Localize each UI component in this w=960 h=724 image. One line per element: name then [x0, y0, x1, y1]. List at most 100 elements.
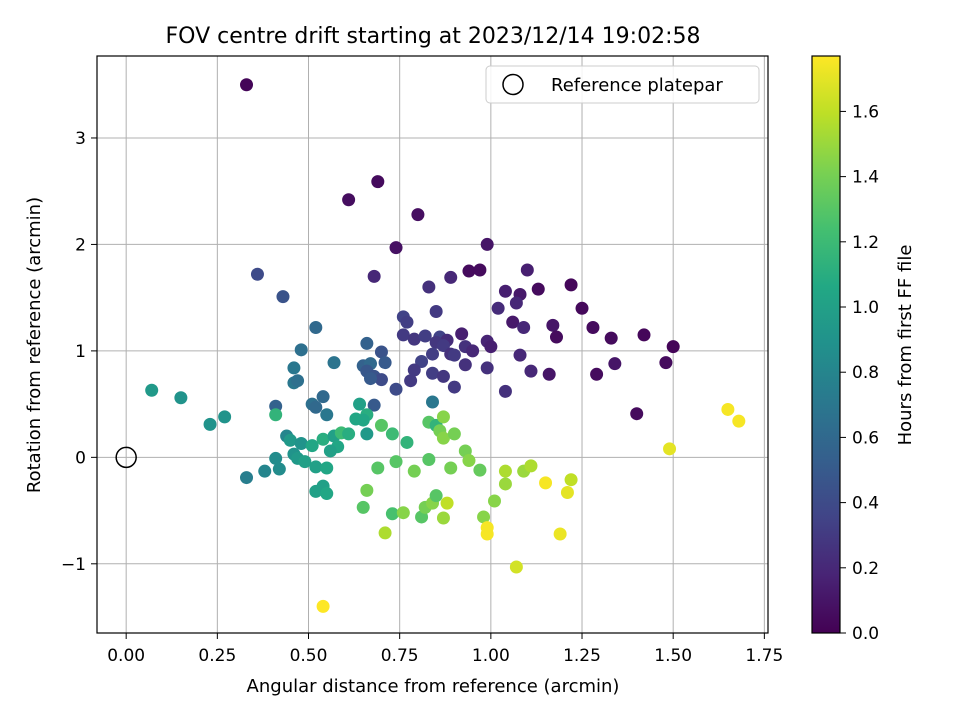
data-point: [473, 463, 487, 477]
legend-entry-reference-platepar: Reference platepar: [551, 75, 723, 96]
data-point: [444, 461, 458, 475]
data-point: [455, 327, 469, 341]
data-point: [513, 348, 527, 362]
data-point: [203, 417, 217, 431]
colorbar-tick-label: 0.2: [852, 559, 879, 579]
data-point: [498, 384, 512, 398]
data-point: [305, 439, 319, 453]
colorbar-label: Hours from first FF file: [895, 245, 916, 446]
colorbar-tick-label: 1.0: [852, 298, 879, 318]
data-point: [269, 451, 283, 465]
data-point: [320, 461, 334, 475]
data-point: [269, 408, 283, 422]
x-tick-label: 1.50: [654, 646, 692, 666]
data-point: [309, 484, 323, 498]
y-tick-label: 0: [75, 448, 86, 468]
data-point: [240, 78, 254, 92]
x-tick-label: 0.00: [107, 646, 145, 666]
data-point: [447, 348, 461, 362]
data-point: [429, 304, 443, 318]
data-point: [506, 315, 520, 329]
data-point: [436, 431, 450, 445]
data-point: [396, 328, 410, 342]
data-point: [360, 336, 374, 350]
data-point: [498, 477, 512, 491]
data-point: [145, 383, 159, 397]
data-point: [546, 318, 560, 332]
data-point: [517, 320, 531, 334]
data-point: [374, 373, 388, 387]
data-point: [462, 454, 476, 468]
data-point: [447, 380, 461, 394]
data-point: [374, 418, 388, 432]
y-tick-label: −1: [61, 555, 86, 575]
data-point: [309, 460, 323, 474]
data-point: [291, 374, 305, 388]
data-point: [637, 328, 651, 342]
data-point: [426, 366, 439, 380]
data-point: [287, 361, 301, 375]
data-point: [378, 356, 392, 370]
data-point: [371, 461, 385, 475]
data-point: [320, 408, 334, 422]
data-point: [524, 459, 538, 473]
data-point: [564, 278, 578, 292]
colorbar-tick-label: 0.6: [852, 428, 879, 448]
data-point: [407, 332, 421, 346]
data-point: [732, 414, 746, 428]
data-point: [542, 367, 556, 381]
data-point: [480, 527, 494, 541]
data-point: [389, 455, 403, 469]
y-tick-label: 2: [75, 235, 86, 255]
plot-area-frame: [96, 55, 769, 634]
data-point: [498, 464, 512, 478]
data-point: [663, 442, 677, 456]
data-point: [586, 320, 600, 334]
data-point: [316, 390, 330, 404]
data-point: [473, 263, 487, 277]
legend: Reference platepar: [485, 65, 760, 104]
data-point: [349, 412, 363, 426]
data-point: [400, 315, 414, 329]
y-axis-label: Rotation from reference (arcmin): [24, 197, 45, 493]
data-point: [422, 280, 436, 294]
data-point: [484, 340, 498, 354]
y-tick-label: 1: [75, 342, 86, 362]
data-point: [415, 355, 429, 369]
scatter-points: [145, 78, 746, 613]
data-point: [436, 511, 450, 525]
data-point: [444, 270, 458, 284]
data-point: [258, 464, 272, 478]
data-point: [320, 487, 334, 501]
colorbar-tick-label: 0.4: [852, 494, 879, 514]
data-point: [272, 462, 286, 476]
data-point: [458, 358, 472, 372]
data-point: [462, 264, 476, 278]
chart-title: FOV centre drift starting at 2023/12/14 …: [166, 24, 701, 49]
x-tick-label: 1.00: [472, 646, 510, 666]
data-point: [659, 356, 673, 370]
data-point: [240, 471, 254, 485]
data-point: [407, 363, 421, 377]
data-point: [418, 329, 432, 343]
reference-platepar-marker: [115, 446, 137, 469]
data-point: [466, 344, 480, 358]
colorbar-gradient: [811, 55, 841, 634]
data-point: [422, 452, 436, 466]
y-tick-label: 3: [75, 129, 86, 149]
data-point: [539, 476, 553, 490]
data-point: [323, 444, 337, 458]
data-point: [327, 356, 341, 370]
data-point: [721, 402, 735, 416]
data-point: [385, 427, 399, 441]
colorbar-tick-label: 1.2: [852, 233, 879, 253]
data-point: [371, 175, 385, 189]
data-point: [396, 506, 410, 520]
data-point: [426, 395, 439, 409]
data-point: [480, 361, 494, 375]
data-point: [436, 339, 450, 353]
data-point: [367, 269, 381, 283]
legend-box: [485, 65, 760, 104]
data-point: [411, 208, 425, 222]
